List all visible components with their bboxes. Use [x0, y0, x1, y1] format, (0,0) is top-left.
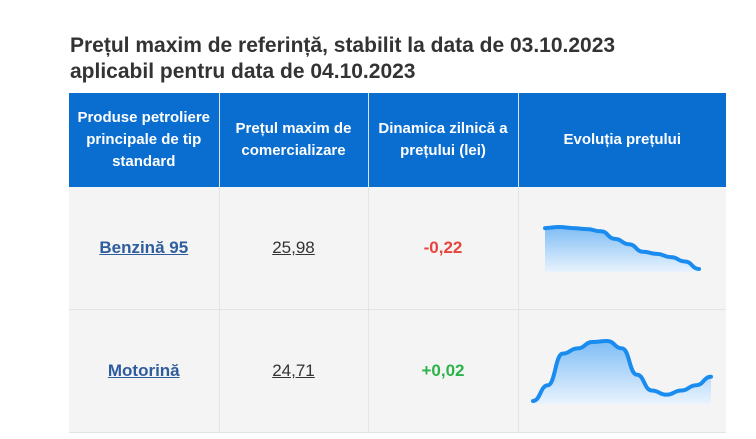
cell: +0,02: [368, 309, 519, 433]
cell: 24,71: [219, 309, 369, 433]
product-link[interactable]: Benzină 95: [99, 238, 189, 257]
sparkline: [543, 224, 702, 272]
cell: [518, 309, 726, 433]
sparkline: [531, 338, 714, 404]
sparkline-line: [543, 224, 702, 271]
cell: [518, 187, 726, 310]
daily-change: -0,22: [423, 238, 463, 257]
product-link[interactable]: Motorină: [107, 361, 180, 380]
column-header: Dinamica zilnică a prețului (lei): [368, 93, 519, 187]
sparkline-area: [545, 227, 700, 272]
table-body: Benzină 95 25,98 -0,22 Motorină 24,71 +0,02: [69, 187, 726, 433]
table-row: Benzină 95 25,98 -0,22: [69, 187, 726, 310]
title: Prețul maxim de referință, stabilit la d…: [70, 33, 750, 85]
column-header: Evoluția prețului: [518, 93, 726, 187]
daily-change: +0,02: [421, 361, 465, 380]
cell: 25,98: [219, 187, 369, 310]
column-header: Prețul maxim de comercializare: [219, 93, 369, 187]
cell: -0,22: [368, 187, 519, 310]
sparkline-line: [531, 338, 714, 403]
header-row: Produse petroliere principale de tip sta…: [69, 93, 726, 187]
price-table: Produse petroliere principale de tip sta…: [69, 93, 726, 433]
sparkline-area: [533, 341, 712, 404]
price-link[interactable]: 24,71: [272, 361, 315, 380]
title-line: aplicabil pentru data de 04.10.2023: [70, 60, 416, 83]
column-header: Produse petroliere principale de tip sta…: [69, 93, 220, 187]
cell: Motorină: [69, 309, 220, 433]
table-row: Motorină 24,71 +0,02: [69, 309, 726, 433]
title-line: Prețul maxim de referință, stabilit la d…: [70, 34, 616, 57]
cell: Benzină 95: [69, 187, 220, 310]
price-link[interactable]: 25,98: [272, 238, 315, 257]
